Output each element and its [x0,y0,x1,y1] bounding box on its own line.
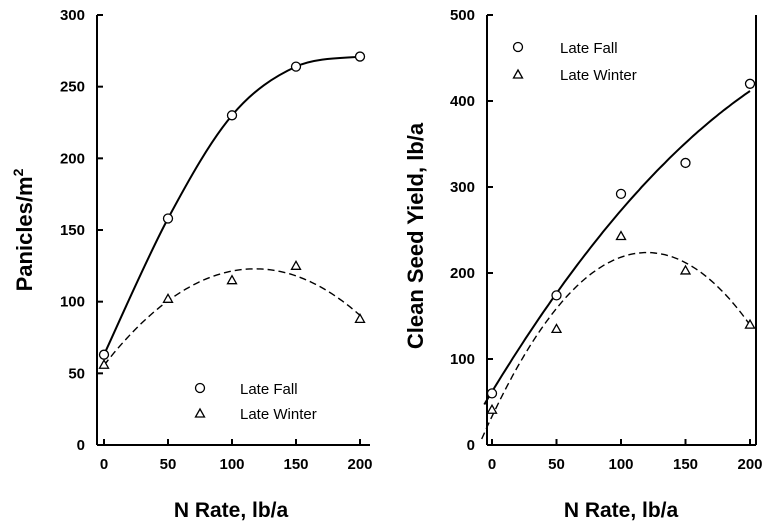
x-tick-label: 150 [673,456,698,473]
y-axis-title: Panicles/m2 [10,168,37,291]
data-point-circle [290,61,302,72]
y-axis-title-text: Panicles/m [12,176,37,291]
chart-seed-yield: 0 100 200 300 400 500 0 50 100 150 200 Clean Seed… [403,7,763,522]
y-axis-title-superscript: 2 [10,168,26,176]
legend-label-late-winter: Late Winter [560,67,637,84]
y-tick-label: 200 [450,265,475,282]
legend-label-late-fall: Late Fall [560,40,618,57]
x-tick-label: 100 [608,456,633,473]
data-point-circle [486,388,498,399]
x-axis-title: N Rate, lb/a [174,499,289,522]
data-point-circle [615,188,627,200]
y-tick-label: 300 [450,179,475,196]
data-point-circle [98,349,110,360]
y-tick-label: 0 [77,437,85,454]
y-tick-label: 300 [60,7,85,24]
x-tick-label: 50 [548,456,565,473]
data-point-circle [744,78,756,89]
data-point-triangle [679,264,692,275]
data-point-triangle [162,292,174,303]
legend: Late Fall Late Winter [512,40,637,84]
x-tick-label: 100 [219,456,244,473]
data-point-triangle [226,274,238,285]
y-tick-label: 0 [467,437,475,454]
y-tick-label: 150 [60,222,85,239]
legend-label-late-winter: Late Winter [240,406,317,423]
data-point-triangle [486,403,498,414]
data-point-triangle [354,313,366,324]
x-ticks: 0 50 100 150 200 [488,439,763,473]
data-point-circle [226,110,238,121]
y-tick-label: 50 [68,365,85,382]
data-point-circle [354,51,366,62]
y-tick-label: 250 [60,79,85,96]
legend-label-late-fall: Late Fall [240,381,298,398]
trend-line-late-winter [481,251,751,440]
x-tick-label: 200 [347,456,372,473]
y-tick-label: 100 [60,294,85,311]
legend-triangle-marker [194,407,206,418]
data-point-triangle [290,260,302,270]
y-tick-label: 400 [450,93,475,110]
y-tick-label: 100 [450,351,475,368]
x-tick-label: 0 [100,456,108,473]
y-ticks: 0 100 200 300 400 500 [450,7,493,454]
trend-line-late-fall [103,55,361,356]
x-tick-label: 0 [488,456,496,473]
legend-circle-marker [194,382,206,394]
x-tick-label: 50 [160,456,177,473]
legend-circle-marker [512,41,524,53]
y-tick-label: 200 [60,150,85,167]
x-axis-title: N Rate, lb/a [564,499,679,522]
trend-line-late-fall [483,90,751,406]
x-tick-label: 150 [283,456,308,473]
y-tick-label: 500 [450,7,475,24]
x-tick-label: 200 [737,456,762,473]
x-ticks: 0 50 100 150 200 [100,439,373,473]
chart-panicles: 0 50 100 150 200 250 300 0 50 100 150 200 Panicles… [10,7,373,522]
legend-triangle-marker [512,68,524,79]
y-axis-title: Clean Seed Yield, lb/a [403,122,428,349]
data-point-triangle [744,318,756,329]
data-point-triangle [615,230,627,241]
legend: Late Fall Late Winter [194,381,317,423]
data-point-circle [551,290,562,301]
plot-area [481,78,756,440]
data-point-triangle [550,323,563,334]
data-point-circle [162,213,174,224]
data-point-triangle [98,358,110,369]
data-point-circle [680,157,691,169]
y-ticks: 0 50 100 150 200 250 300 [60,7,103,454]
plot-area [98,51,366,369]
